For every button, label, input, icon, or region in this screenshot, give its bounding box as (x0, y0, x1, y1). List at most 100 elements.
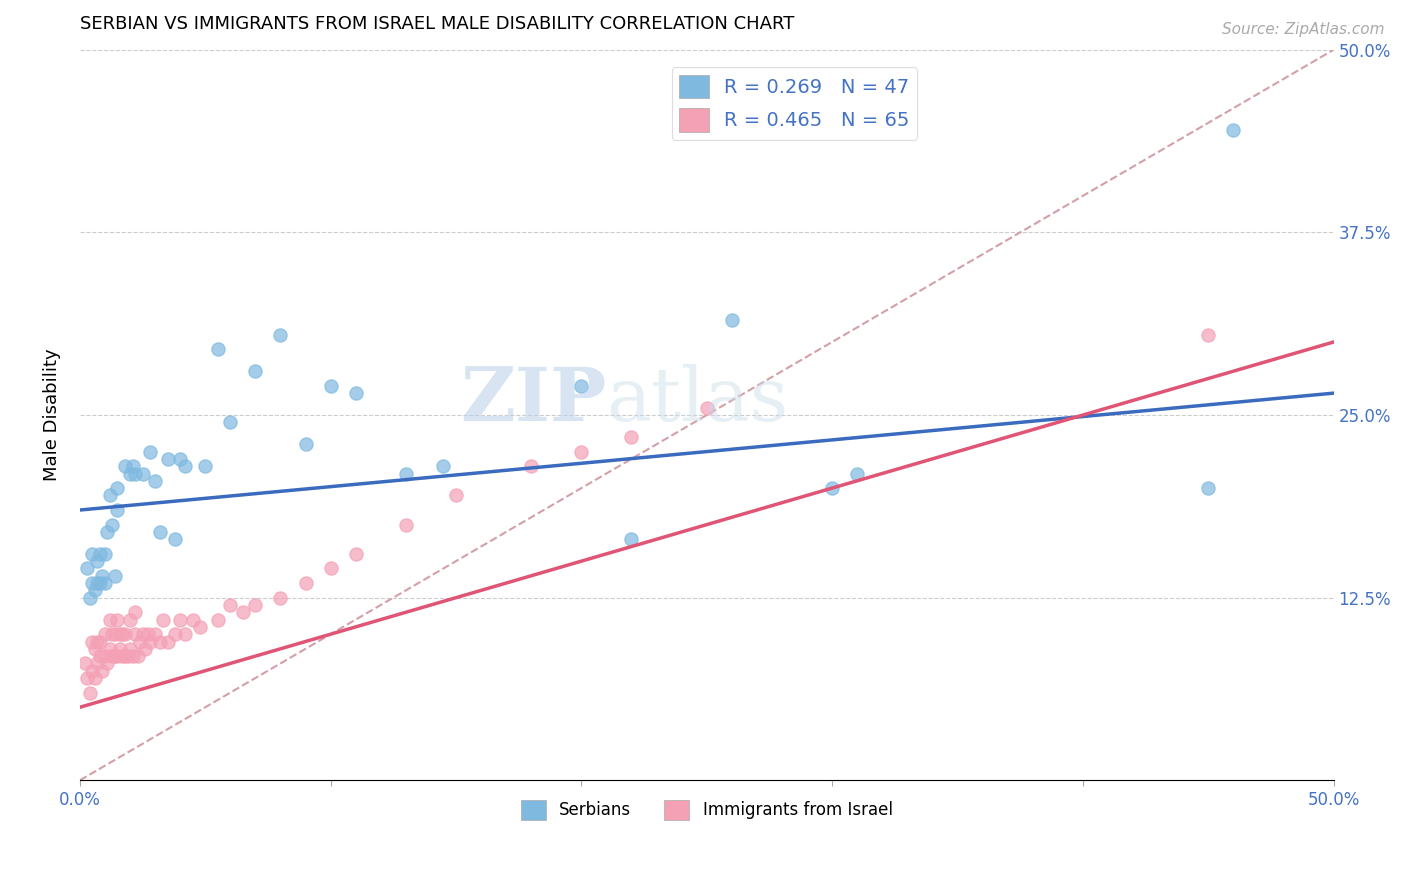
Point (82, 634, 104, 648)
Point (207, 343, 229, 357)
Point (89, 576, 111, 591)
Point (98, 488, 121, 502)
Point (111, 649, 134, 664)
Point (108, 627, 131, 641)
Point (94, 576, 117, 591)
Point (344, 386, 367, 401)
Y-axis label: Male Disability: Male Disability (44, 349, 60, 482)
Point (149, 634, 172, 648)
Point (1197, 327, 1219, 342)
Point (118, 641, 141, 656)
Point (124, 627, 146, 641)
Point (94, 649, 117, 664)
Point (84, 583, 107, 598)
Point (269, 327, 291, 342)
Point (86, 634, 108, 648)
Point (117, 649, 139, 664)
Point (104, 627, 127, 641)
Point (101, 517, 124, 532)
Point (76, 671, 98, 685)
Point (79, 686, 101, 700)
Point (91, 568, 114, 582)
Point (569, 444, 592, 458)
Point (121, 459, 143, 474)
Point (165, 533, 187, 547)
Point (73, 657, 96, 671)
Point (395, 467, 418, 481)
Point (84, 641, 107, 656)
Point (82, 664, 104, 678)
Point (569, 379, 592, 393)
Point (118, 613, 141, 627)
Point (101, 627, 124, 641)
Point (101, 649, 124, 664)
Point (129, 634, 152, 648)
Point (269, 591, 291, 605)
Point (86, 576, 108, 591)
Point (107, 481, 129, 495)
Point (620, 430, 643, 444)
Point (79, 591, 101, 605)
Point (219, 416, 242, 430)
Point (520, 459, 543, 474)
Point (174, 627, 197, 641)
Text: atlas: atlas (606, 364, 789, 437)
Point (319, 561, 342, 575)
Point (107, 503, 129, 517)
Point (131, 627, 153, 641)
Point (194, 459, 217, 474)
Point (620, 533, 643, 547)
Point (84, 671, 107, 685)
Point (86, 554, 108, 568)
Point (846, 467, 869, 481)
Point (245, 364, 267, 378)
Point (143, 627, 166, 641)
Point (1222, 123, 1244, 137)
Point (232, 605, 254, 619)
Point (121, 649, 143, 664)
Point (89, 547, 111, 561)
Point (156, 634, 179, 648)
Point (104, 568, 127, 582)
Point (696, 401, 718, 415)
Point (98, 641, 121, 656)
Point (181, 613, 204, 627)
Point (821, 481, 844, 495)
Point (444, 488, 467, 502)
Point (111, 627, 134, 641)
Point (188, 620, 211, 634)
Point (294, 437, 316, 451)
Text: SERBIAN VS IMMIGRANTS FROM ISRAEL MALE DISABILITY CORRELATION CHART: SERBIAN VS IMMIGRANTS FROM ISRAEL MALE D… (80, 15, 794, 33)
Legend: Serbians, Immigrants from Israel: Serbians, Immigrants from Israel (515, 793, 900, 827)
Point (395, 517, 418, 532)
Point (76, 561, 98, 575)
Point (108, 641, 131, 656)
Point (165, 627, 187, 641)
Point (136, 627, 159, 641)
Point (114, 627, 136, 641)
Point (319, 379, 342, 393)
Point (294, 576, 316, 591)
Point (114, 459, 136, 474)
Point (96, 657, 118, 671)
Point (86, 657, 108, 671)
Point (174, 459, 197, 474)
Point (139, 634, 162, 648)
Point (245, 598, 267, 612)
Point (720, 313, 742, 327)
Point (169, 451, 191, 466)
Point (432, 459, 454, 474)
Point (107, 613, 129, 627)
Point (344, 547, 367, 561)
Point (91, 664, 114, 678)
Point (107, 649, 129, 664)
Point (143, 474, 166, 488)
Point (118, 467, 141, 481)
Point (98, 613, 121, 627)
Point (139, 444, 162, 458)
Point (89, 634, 111, 648)
Text: ZIP: ZIP (460, 364, 606, 437)
Point (89, 649, 111, 664)
Point (124, 467, 146, 481)
Text: Source: ZipAtlas.com: Source: ZipAtlas.com (1222, 22, 1385, 37)
